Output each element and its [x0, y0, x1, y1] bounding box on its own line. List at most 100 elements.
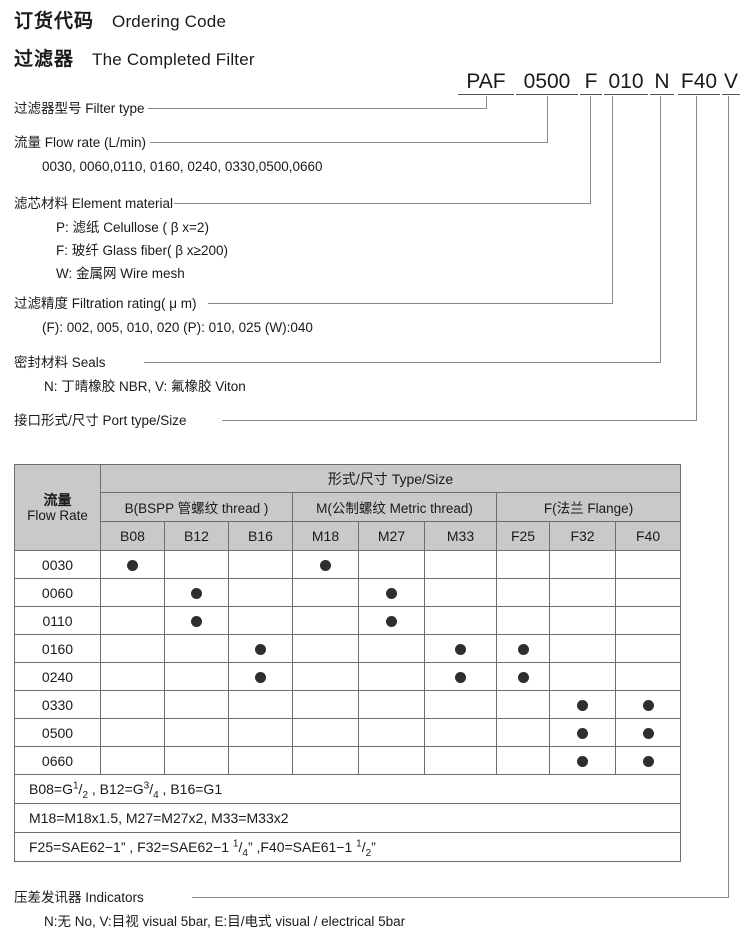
table-header-group-bspp: B(BSPP 管螺纹 thread )	[100, 492, 293, 522]
table-cell-b08	[100, 578, 165, 607]
desc-flow-rate: 流量 Flow rate (L/min)	[14, 133, 146, 152]
table-note-row: M18=M18x1.5, M27=M27x2, M33=M33x2	[13, 803, 682, 833]
availability-dot-icon	[127, 560, 138, 572]
table-cell-f32	[549, 718, 616, 747]
table-cell-f25	[496, 578, 550, 607]
table-header-row-typesize: 流量 Flow Rate 形式/尺寸 Type/Size	[14, 464, 682, 551]
table-note-1: B08=G1/2 , B12=G3/4 , B16=G1	[13, 774, 682, 804]
table-cell-f40	[614, 662, 682, 691]
table-column-m18: M18	[292, 521, 359, 551]
table-cell-f40	[614, 746, 682, 775]
desc-filtration-rating-values: (F): 002, 005, 010, 020 (P): 010, 025 (W…	[42, 320, 313, 335]
table-cell-b16	[228, 634, 293, 663]
table-cell-f40	[614, 550, 682, 579]
table-cell-m18	[292, 662, 359, 691]
leader-hline-filtration-rating	[208, 303, 613, 304]
table-cell-b16	[228, 662, 293, 691]
leader-hline-flow-rate	[150, 142, 548, 143]
table-column-m27: M27	[358, 521, 425, 551]
fraction: 1/4	[232, 838, 248, 859]
table-cell-b08	[100, 662, 165, 691]
table-cell-b08	[100, 634, 165, 663]
availability-dot-icon	[191, 588, 202, 600]
desc-filtration-rating: 过滤精度 Filtration rating( μ m)	[14, 294, 197, 313]
table-cell-b08	[100, 746, 165, 775]
code-segment-seals: N	[650, 70, 674, 95]
leader-hline-indicators	[192, 897, 729, 898]
table-cell-m18	[292, 690, 359, 719]
table-body: 0030 0060 0110 0160 0240 0330 0500 0660	[14, 550, 682, 775]
table-cell-b08	[100, 690, 165, 719]
availability-dot-icon	[517, 672, 529, 684]
table-cell-f25	[496, 746, 550, 775]
table-cell-m27	[358, 634, 425, 663]
leader-hline-port-type	[222, 420, 697, 421]
leader-vline-flow-rate	[547, 96, 548, 143]
table-cell-m33	[424, 718, 497, 747]
code-segment-filtration-rating: 010	[604, 70, 648, 95]
table-cell-flow-rate: 0030	[14, 550, 101, 579]
desc-indicators-values: N:无 No, V:目视 visual 5bar, E:目/电式 visual …	[44, 914, 406, 929]
table-cell-m27	[358, 550, 425, 579]
leader-vline-port-type	[696, 96, 697, 421]
availability-dot-icon	[191, 616, 202, 628]
table-row: 0500	[14, 718, 682, 747]
table-cell-f25	[496, 550, 550, 579]
desc-filter-type-label: 过滤器型号 Filter type	[14, 101, 145, 116]
availability-dot-icon	[455, 672, 466, 684]
availability-dot-icon	[577, 728, 588, 740]
table-cell-b12	[164, 690, 229, 719]
desc-indicators: 压差发讯器 Indicators	[14, 888, 144, 907]
table-cell-b16	[228, 718, 293, 747]
type-size-table: 流量 Flow Rate 形式/尺寸 Type/Size B(BSPP 管螺纹 …	[13, 464, 682, 862]
heading-ordering-code: 订货代码 Ordering Code	[14, 6, 226, 33]
availability-dot-icon	[642, 728, 654, 740]
table-cell-b12	[164, 634, 229, 663]
table-cell-b16	[228, 606, 293, 635]
table-cell-b16	[228, 746, 293, 775]
table-cell-m33	[424, 578, 497, 607]
table-cell-f40	[614, 718, 682, 747]
table-row: 0030	[14, 550, 682, 579]
code-segment-filter-type: PAF	[458, 70, 514, 95]
table-note-row: F25=SAE62−1” , F32=SAE62−1 1/4” ,F40=SAE…	[13, 832, 682, 862]
code-segment-element-material: F	[580, 70, 602, 95]
availability-dot-icon	[255, 644, 266, 656]
table-cell-m27	[358, 662, 425, 691]
table-cell-f25	[496, 606, 550, 635]
availability-dot-icon	[255, 672, 266, 684]
desc-seals: 密封材料 Seals	[14, 353, 106, 372]
table-header-flow-rate: 流量 Flow Rate	[14, 464, 101, 551]
table-cell-f32	[549, 746, 616, 775]
table-cell-b12	[164, 550, 229, 579]
table-cell-flow-rate: 0330	[14, 690, 101, 719]
table-row: 0060	[14, 578, 682, 607]
leader-hline-element-material	[174, 203, 591, 204]
table-column-b08: B08	[100, 521, 165, 551]
table-cell-f25	[496, 634, 550, 663]
table-column-f32: F32	[549, 521, 616, 551]
table-row: 0110	[14, 606, 682, 635]
table-row: 0160	[14, 634, 682, 663]
leader-hline-filter-type	[148, 108, 487, 109]
table-column-f40: F40	[614, 521, 682, 551]
leader-vline-filter-type	[486, 96, 487, 109]
table-cell-b12	[164, 578, 229, 607]
desc-seals-label: 密封材料 Seals	[14, 355, 106, 370]
table-column-b12: B12	[164, 521, 229, 551]
desc-element-material-label: 滤芯材料 Element material	[14, 196, 174, 211]
table-cell-m18	[292, 718, 359, 747]
table-cell-m27	[358, 718, 425, 747]
table-cell-m18	[292, 550, 359, 579]
table-header-type-size: 形式/尺寸 Type/Size	[99, 464, 682, 493]
table-row: 0660	[14, 746, 682, 775]
availability-dot-icon	[577, 756, 588, 768]
fraction: 1/2	[72, 780, 88, 801]
heading-completed-filter-en: The Completed Filter	[92, 50, 255, 69]
availability-dot-icon	[386, 588, 397, 600]
desc-filter-type: 过滤器型号 Filter type	[14, 99, 145, 118]
desc-seals-values: N: 丁晴橡胶 NBR, V: 氟橡胶 Viton	[44, 379, 246, 394]
table-cell-m18	[292, 578, 359, 607]
heading-completed-filter-cn: 过滤器	[14, 49, 75, 70]
